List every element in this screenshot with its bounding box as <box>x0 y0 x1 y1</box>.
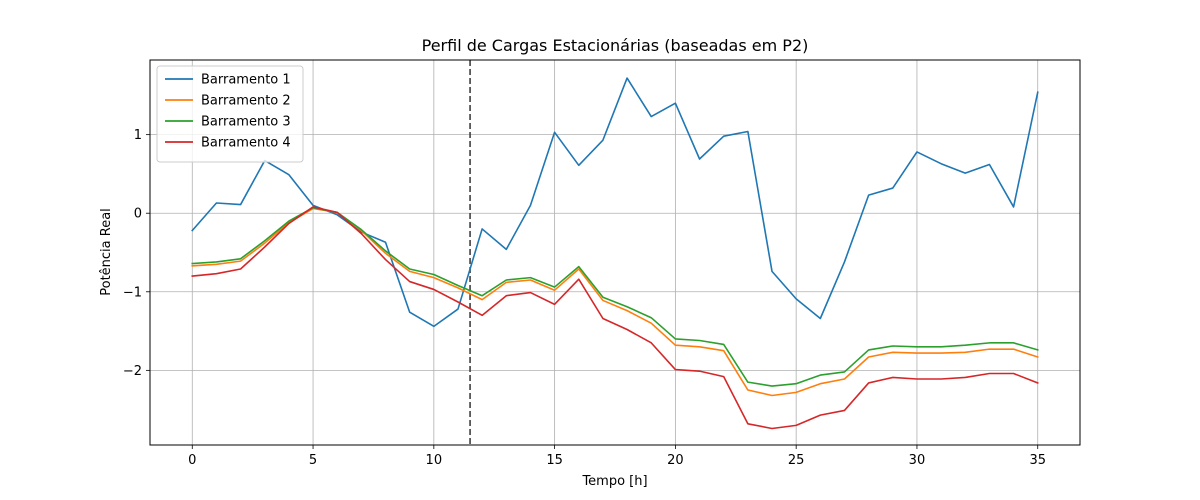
x-tick-label: 35 <box>1029 453 1046 468</box>
y-axis-label: Potência Real <box>99 208 114 296</box>
legend-frame <box>156 65 304 163</box>
legend-label-3: Barramento 3 <box>201 115 291 130</box>
x-tick-label: 0 <box>188 453 196 468</box>
y-tick-label: 1 <box>134 128 142 143</box>
x-tick-label: 25 <box>788 453 805 468</box>
x-tick-label: 5 <box>309 453 317 468</box>
legend-label-2: Barramento 2 <box>201 94 291 109</box>
series-line-1 <box>191 77 1039 328</box>
legend: Barramento 1 Barramento 2 Barramento 3 Barr… <box>156 65 304 163</box>
plot-frame <box>149 59 1081 446</box>
x-axis-label: Tempo [h] <box>581 474 647 489</box>
y-tick-label: 0 <box>134 207 142 222</box>
y-tick-label: −1 <box>123 285 142 300</box>
x-tick-label: 10 <box>426 453 443 468</box>
legend-label-4: Barramento 4 <box>201 136 291 151</box>
y-axis: −2 −1 0 1 <box>123 128 150 379</box>
legend-label-1: Barramento 1 <box>201 73 291 88</box>
y-tick-label: −2 <box>123 364 142 379</box>
plot-area <box>150 60 1080 445</box>
series-line-4 <box>191 206 1039 430</box>
x-tick-label: 30 <box>909 453 926 468</box>
x-tick-label: 15 <box>546 453 563 468</box>
series-layer <box>191 77 1039 430</box>
chart-title: Perfil de Cargas Estacionárias (baseadas… <box>422 36 809 55</box>
grid <box>150 60 1080 445</box>
x-tick-label: 20 <box>667 453 684 468</box>
x-axis: 0 5 10 15 20 25 30 35 <box>188 445 1046 468</box>
